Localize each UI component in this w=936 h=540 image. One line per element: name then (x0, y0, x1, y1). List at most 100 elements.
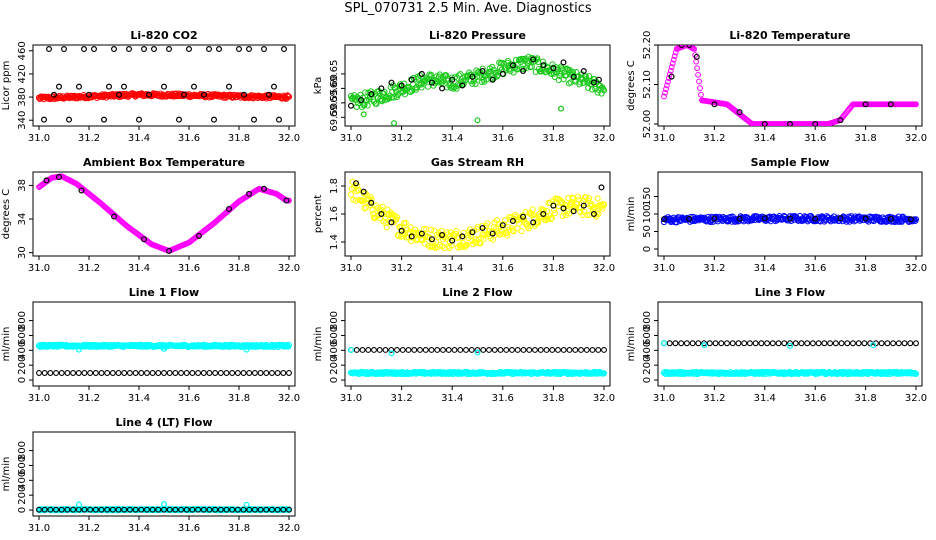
data-point (166, 46, 173, 53)
data-point (878, 340, 885, 347)
data-point (463, 346, 469, 353)
data-point (283, 197, 290, 204)
data-point (411, 346, 418, 353)
data-point (125, 46, 132, 53)
data-point (520, 346, 527, 353)
chart-line1: Line 1 Flow ml/min 31.0 31.2 31.4 31.6 31.8 32.… (1, 286, 300, 404)
data-point (412, 86, 420, 93)
series-sample-flow-all- (660, 212, 920, 226)
y-tick-label: 69.60 (329, 74, 340, 103)
data-point (98, 506, 105, 513)
plot-area (35, 341, 293, 376)
data-point (526, 346, 533, 353)
series-pressure-all- (347, 53, 608, 111)
data-point (286, 197, 292, 204)
data-point (590, 211, 597, 218)
data-point (662, 89, 668, 96)
data-point (505, 66, 512, 73)
data-point (861, 340, 868, 347)
data-point (560, 59, 567, 66)
data-point (399, 230, 406, 237)
x-tick-label: 31.4 (128, 263, 150, 274)
data-point (75, 346, 82, 353)
data-point (812, 121, 819, 126)
data-point (47, 506, 54, 513)
data-point (240, 370, 247, 376)
data-point (589, 86, 596, 93)
data-point (110, 46, 117, 53)
data-point (491, 346, 498, 353)
data-point (598, 184, 605, 191)
data-point (459, 82, 466, 89)
data-point (901, 340, 908, 347)
data-point (368, 199, 375, 206)
data-point (146, 91, 153, 98)
data-point (583, 346, 590, 353)
data-point (534, 218, 541, 225)
data-point (132, 370, 139, 376)
data-point (428, 71, 435, 78)
data-point (60, 46, 67, 53)
x-tick-label: 32.0 (278, 133, 300, 144)
data-point (509, 218, 516, 225)
data-point (240, 506, 247, 513)
chart-title: Li-820 Temperature (729, 29, 850, 42)
data-point (735, 340, 742, 347)
data-point (75, 501, 82, 508)
data-point (285, 341, 293, 348)
series-co2-ave- (40, 46, 288, 123)
data-point (195, 506, 202, 513)
x-tick-label: 31.4 (128, 393, 150, 404)
y-tick-label: 800 (17, 441, 28, 460)
data-point (907, 340, 914, 347)
data-point (787, 121, 793, 126)
data-point (132, 506, 139, 513)
data-point (547, 215, 554, 223)
data-point (600, 87, 608, 94)
data-point (236, 46, 243, 53)
data-point (504, 223, 512, 231)
data-point (850, 340, 856, 347)
data-point (286, 370, 292, 376)
data-point (161, 345, 168, 352)
data-point (369, 207, 376, 214)
x-tick-label: 31.6 (178, 263, 200, 274)
data-point (161, 501, 168, 508)
data-point (439, 85, 446, 92)
data-point (283, 341, 290, 349)
data-point (434, 346, 441, 353)
data-point (178, 370, 184, 376)
data-point (40, 116, 47, 123)
data-point (418, 84, 425, 91)
data-point (696, 78, 702, 85)
x-tick-label: 31.8 (542, 133, 564, 144)
data-point (691, 46, 698, 52)
chart-sample: Sample Flow ml/min 31.0 31.2 31.4 31.6 31.8 32.… (626, 156, 927, 274)
data-point (80, 46, 87, 53)
data-point (261, 185, 268, 192)
data-point (115, 91, 122, 98)
data-point (550, 65, 557, 72)
data-point (353, 180, 360, 187)
data-point (887, 215, 894, 222)
x-tick-label: 31.4 (754, 393, 776, 404)
y-tick-label: 800 (329, 311, 340, 330)
data-point (144, 370, 150, 376)
data-point (161, 506, 167, 513)
data-point (664, 78, 671, 85)
data-point (176, 116, 183, 123)
x-tick-label: 31.0 (653, 133, 675, 144)
data-point (65, 116, 72, 123)
data-point (474, 346, 481, 353)
data-point (549, 61, 556, 68)
data-point (697, 85, 703, 91)
data-point (693, 53, 700, 60)
data-point (383, 224, 390, 231)
data-point (41, 506, 48, 513)
data-point (422, 346, 429, 353)
data-point (686, 45, 693, 48)
chart-pressure: Li-820 Pressure kPa 31.0 31.2 31.4 31.6 31.8 32… (313, 29, 615, 144)
data-point (601, 346, 607, 353)
data-point (269, 370, 275, 376)
data-point (472, 236, 479, 243)
